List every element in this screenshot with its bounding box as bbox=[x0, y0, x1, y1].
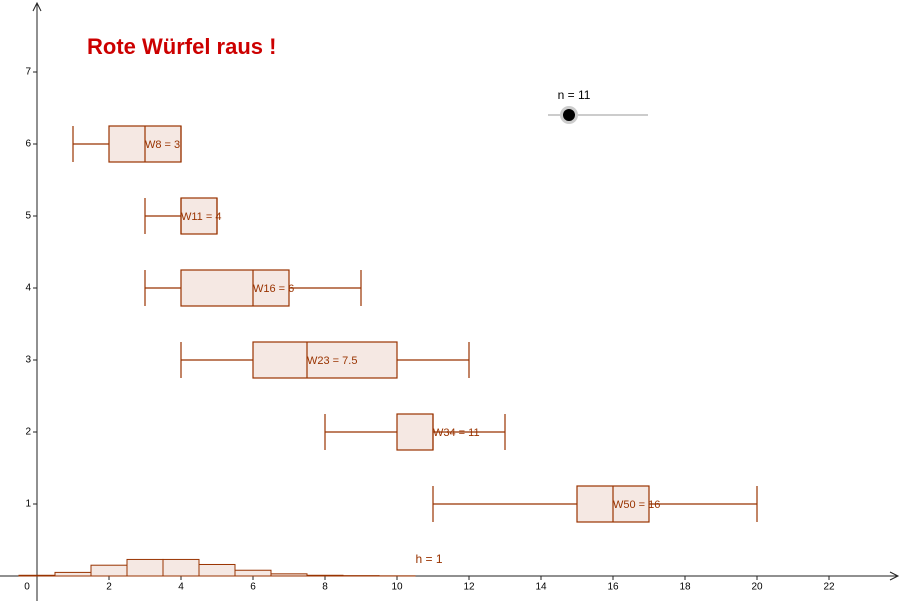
x-tick-label: 2 bbox=[106, 582, 112, 593]
x-tick-label: 4 bbox=[178, 582, 184, 593]
y-tick-label: 4 bbox=[25, 283, 31, 294]
histogram-bar bbox=[162, 558, 200, 577]
box bbox=[180, 197, 218, 235]
x-tick-label: 22 bbox=[823, 582, 835, 593]
slider-label: n = 11 bbox=[558, 88, 591, 102]
x-tick-label: 12 bbox=[463, 582, 475, 593]
annotation: h = 1 bbox=[415, 552, 442, 566]
x-tick-label: 0 bbox=[24, 582, 30, 593]
box-label: W34 = 11 bbox=[433, 427, 480, 439]
y-tick-label: 3 bbox=[25, 355, 31, 366]
x-axis-arrow bbox=[889, 571, 900, 581]
x-tick-label: 6 bbox=[250, 582, 256, 593]
y-tick-label: 2 bbox=[25, 427, 31, 438]
x-tick-label: 20 bbox=[751, 582, 763, 593]
histogram-bar bbox=[90, 564, 128, 577]
histogram-bar bbox=[306, 574, 344, 577]
box-label: W11 = 4 bbox=[181, 211, 221, 223]
y-tick-label: 5 bbox=[25, 211, 31, 222]
box bbox=[396, 413, 434, 451]
x-tick-label: 14 bbox=[535, 582, 547, 593]
chart-title: Rote Würfel raus ! bbox=[87, 34, 276, 59]
histogram-bar bbox=[126, 558, 164, 577]
box-label: W23 = 7.5 bbox=[307, 355, 357, 367]
y-axis-arrow bbox=[32, 1, 42, 12]
box-label: W50 = 16 bbox=[613, 499, 660, 511]
x-tick-label: 16 bbox=[607, 582, 619, 593]
y-tick-label: 1 bbox=[25, 499, 31, 510]
x-tick-label: 8 bbox=[322, 582, 328, 593]
box bbox=[252, 341, 398, 379]
histogram-bar bbox=[270, 573, 308, 577]
histogram-bar bbox=[234, 569, 272, 577]
histogram-bar bbox=[18, 574, 56, 577]
box-label: W16 = 6 bbox=[253, 283, 294, 295]
box-label: W8 = 3 bbox=[145, 139, 180, 151]
slider-knob[interactable] bbox=[563, 109, 575, 121]
histogram-bar bbox=[54, 571, 92, 577]
x-tick-label: 18 bbox=[679, 582, 691, 593]
box bbox=[180, 269, 290, 307]
histogram-bar bbox=[198, 563, 236, 577]
y-tick-label: 7 bbox=[25, 67, 31, 78]
x-tick-label: 10 bbox=[391, 582, 403, 593]
y-tick-label: 6 bbox=[25, 139, 31, 150]
